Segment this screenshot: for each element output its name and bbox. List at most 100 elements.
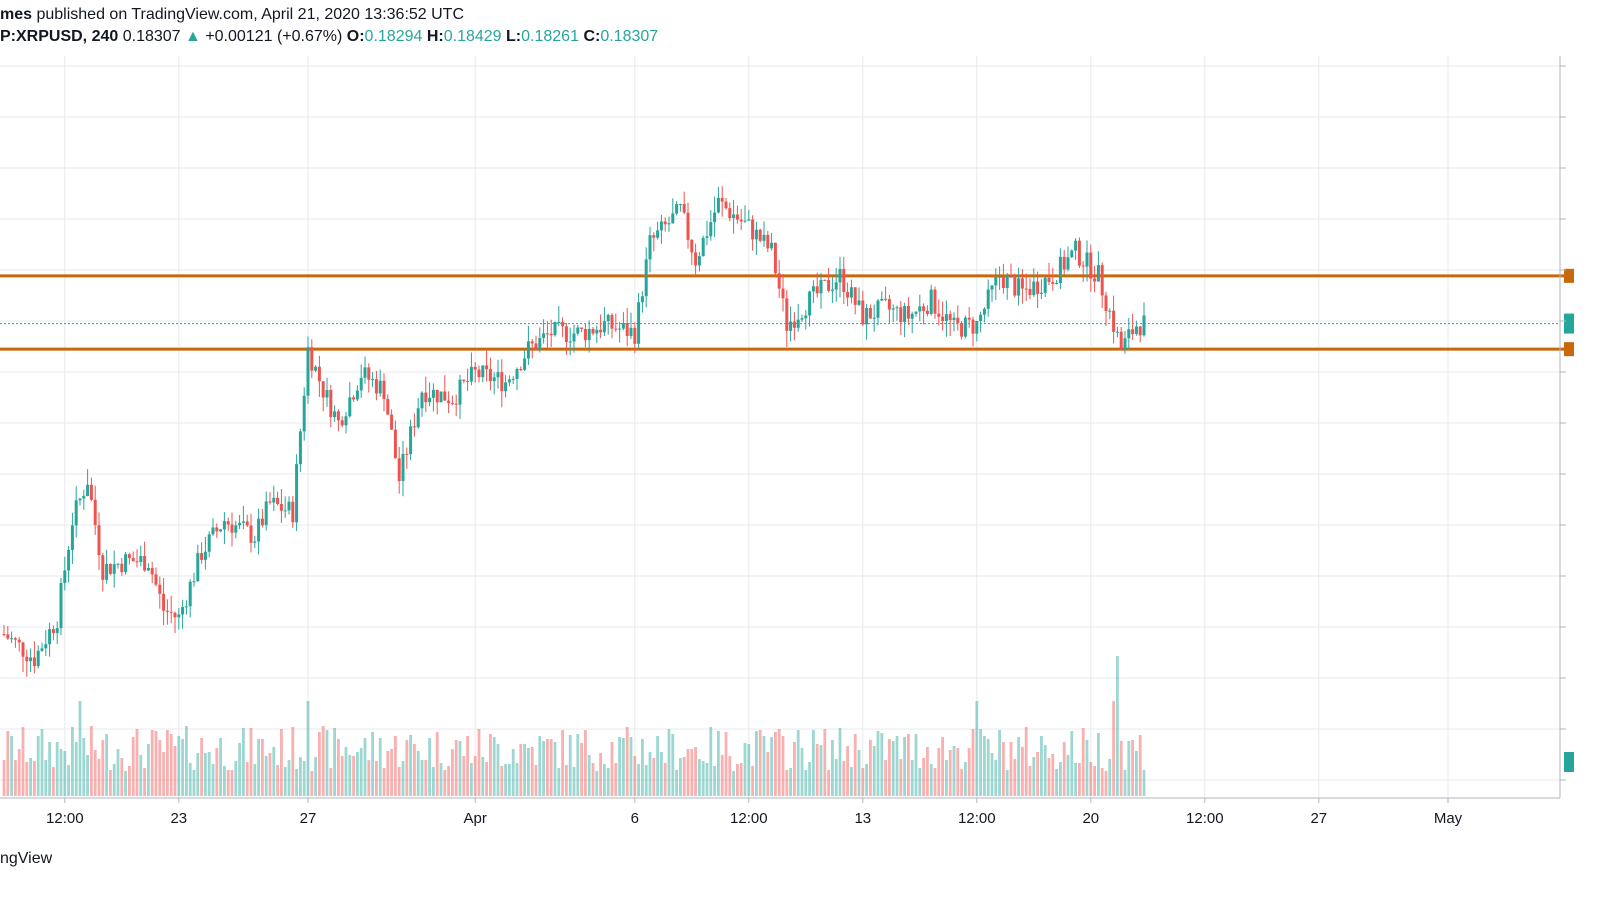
- volume-bar: [409, 735, 412, 796]
- last-price-tag: [1564, 313, 1574, 334]
- candle-body: [1028, 288, 1032, 296]
- volume-bar: [333, 728, 336, 796]
- volume-bar: [211, 764, 215, 796]
- candle-body: [823, 279, 827, 281]
- candle-body: [21, 642, 25, 657]
- candle-body: [496, 372, 500, 378]
- candle-body: [800, 318, 804, 320]
- candle-body: [990, 285, 994, 290]
- candle-body: [226, 521, 230, 525]
- volume-bar: [1051, 754, 1055, 796]
- volume-bar: [356, 752, 359, 796]
- volume-bar: [462, 756, 466, 796]
- volume-bar: [960, 769, 963, 796]
- candle-body: [310, 347, 314, 371]
- volume-bar: [808, 762, 811, 796]
- candle-body: [298, 431, 302, 465]
- volume-bar: [994, 760, 998, 796]
- volume-bar: [128, 766, 131, 796]
- candle-body: [1043, 277, 1047, 293]
- volume-bar: [720, 755, 724, 796]
- volume-bar: [724, 732, 728, 796]
- candle-body: [606, 314, 610, 322]
- volume-bar: [671, 734, 675, 796]
- volume-bar: [1005, 770, 1009, 796]
- candle-body: [773, 242, 777, 274]
- candle-body: [97, 525, 101, 556]
- volume-bar: [956, 748, 960, 796]
- candle-body: [1100, 265, 1104, 296]
- candle-body: [846, 291, 850, 298]
- volume-bar: [1138, 735, 1142, 796]
- volume-bar: [55, 742, 59, 796]
- candle-body: [792, 321, 796, 328]
- candle-body: [842, 268, 846, 292]
- candle-body: [29, 657, 33, 662]
- candle-body: [1017, 278, 1021, 296]
- candle-body: [758, 229, 762, 241]
- volume-bar: [44, 760, 48, 796]
- candle-body: [420, 392, 424, 409]
- candle-body: [728, 208, 732, 219]
- candle-body: [44, 644, 48, 649]
- volume-bar: [815, 744, 819, 796]
- volume-bar: [660, 752, 663, 796]
- candle-body: [169, 611, 173, 613]
- volume-bar: [451, 749, 454, 796]
- candle-body: [1066, 257, 1070, 270]
- candle-body: [713, 212, 717, 223]
- candle-body: [545, 333, 549, 335]
- volume-bar: [90, 726, 93, 796]
- candle-body: [108, 563, 112, 574]
- volume-bar: [223, 766, 226, 796]
- candle-body: [1039, 292, 1043, 294]
- volume-bar: [964, 762, 967, 796]
- candle-body: [910, 313, 914, 319]
- volume-bar: [603, 764, 606, 796]
- volume-bar: [192, 770, 196, 796]
- candle-body: [1134, 326, 1138, 334]
- candle-body: [302, 395, 306, 432]
- candle-body: [557, 321, 561, 323]
- volume-bar: [599, 753, 602, 796]
- candle-body: [401, 453, 405, 482]
- volume-bar: [846, 746, 849, 796]
- published-text: published on TradingView.com, April 21, …: [32, 6, 465, 23]
- volume-bar: [534, 765, 538, 796]
- candle-body: [929, 289, 933, 314]
- volume-bar: [652, 758, 656, 796]
- volume-bar: [33, 761, 36, 796]
- candle-body: [359, 377, 363, 391]
- candle-body: [264, 501, 268, 526]
- candle-body: [1051, 282, 1055, 284]
- candle-body: [321, 381, 325, 398]
- candle-body: [124, 554, 128, 573]
- volume-bar: [800, 748, 804, 796]
- candle-body: [705, 236, 709, 238]
- volume-bar: [922, 758, 925, 796]
- price-chart[interactable]: 12:00 23 27 Apr 6 12:00 13 12:00 20 12:00 27 May: [0, 50, 1600, 850]
- volume-bar: [443, 770, 447, 796]
- volume-bar: [21, 727, 25, 796]
- candle-body: [317, 366, 321, 382]
- candle-body: [511, 378, 515, 380]
- volume-bar: [219, 738, 222, 796]
- candle-body: [485, 365, 489, 370]
- candle-body: [135, 561, 139, 563]
- volume-bar: [215, 748, 219, 796]
- volume-bar: [872, 746, 876, 796]
- candle-body: [975, 320, 979, 334]
- volume-bar: [656, 736, 659, 796]
- time-axis-label: 12:00: [958, 810, 996, 827]
- candle-body: [982, 308, 986, 315]
- candle-body: [1142, 315, 1146, 336]
- volume-bar: [413, 744, 416, 796]
- candle-body: [348, 397, 352, 417]
- volume-bar: [713, 766, 716, 796]
- candle-body: [720, 197, 724, 202]
- candle-body: [488, 369, 492, 382]
- volume-bar: [135, 729, 139, 796]
- candle-body: [553, 321, 557, 336]
- candle-body: [849, 287, 853, 298]
- candle-body: [682, 204, 686, 213]
